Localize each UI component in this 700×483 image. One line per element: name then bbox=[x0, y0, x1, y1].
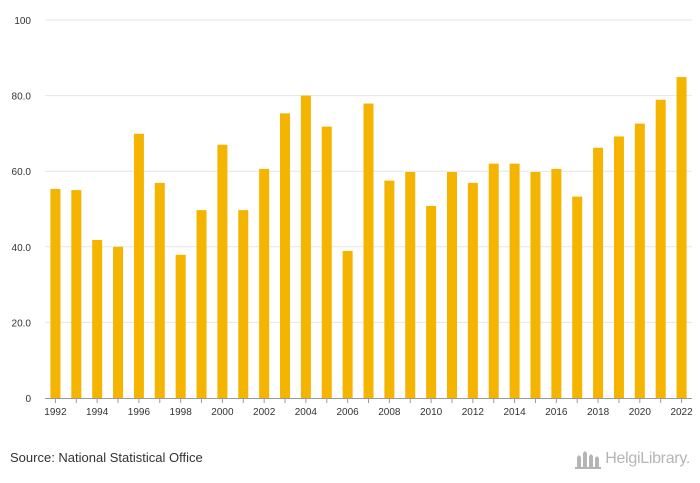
bar bbox=[196, 210, 207, 398]
bar bbox=[426, 205, 437, 398]
bar bbox=[175, 254, 186, 398]
bar bbox=[363, 103, 374, 399]
bar bbox=[71, 190, 82, 398]
bar bbox=[300, 95, 311, 398]
x-tick-label: 1996 bbox=[128, 407, 151, 418]
axes bbox=[45, 398, 692, 403]
bar bbox=[217, 144, 228, 398]
x-tick-label: 2014 bbox=[503, 407, 526, 418]
y-axis-ticks: 0 20.0 40.0 60.0 80.0 100 bbox=[12, 16, 32, 405]
brand-logo[interactable]: HelgiLibrary. bbox=[575, 448, 690, 470]
bar bbox=[92, 239, 103, 398]
bar bbox=[154, 182, 165, 398]
bar bbox=[509, 163, 520, 398]
x-tick-label: 2022 bbox=[670, 407, 693, 418]
x-tick-label: 2004 bbox=[295, 407, 318, 418]
bar-chart: 0 20.0 40.0 60.0 80.0 100 1992 1994 1996 1998 200… bbox=[12, 16, 694, 418]
x-tick-label: 2010 bbox=[420, 407, 443, 418]
x-tick-label: 1994 bbox=[86, 407, 109, 418]
bar bbox=[238, 210, 249, 398]
x-axis-ticks: 1992 1994 1996 1998 2000 2002 2004 2006 2008 2010… bbox=[44, 407, 693, 418]
x-tick-label: 2002 bbox=[253, 407, 276, 418]
bar bbox=[530, 171, 541, 398]
bar bbox=[384, 180, 395, 398]
bar bbox=[613, 136, 624, 398]
bar bbox=[113, 246, 124, 398]
bar bbox=[446, 171, 457, 398]
bar bbox=[488, 163, 499, 398]
y-tick-label: 80.0 bbox=[12, 92, 32, 103]
bar bbox=[655, 99, 666, 399]
x-tick-label: 2018 bbox=[587, 407, 610, 418]
bar bbox=[634, 123, 645, 399]
bar bbox=[676, 77, 687, 398]
brand-name: HelgiLibrary. bbox=[605, 450, 690, 467]
bar bbox=[50, 188, 61, 398]
y-tick-label: 0 bbox=[25, 394, 31, 405]
bar bbox=[280, 113, 291, 398]
bar bbox=[259, 168, 270, 398]
x-tick-label: 1998 bbox=[170, 407, 193, 418]
source-note: Source: National Statistical Office bbox=[10, 450, 203, 465]
bars bbox=[50, 77, 687, 399]
x-tick-label: 2016 bbox=[545, 407, 568, 418]
y-tick-label: 40.0 bbox=[12, 243, 32, 254]
bar bbox=[467, 182, 478, 398]
bar bbox=[405, 171, 416, 398]
bar bbox=[342, 250, 353, 398]
x-tick-label: 2008 bbox=[378, 407, 401, 418]
x-tick-label: 2020 bbox=[629, 407, 652, 418]
bar bbox=[593, 147, 604, 398]
bar bbox=[572, 196, 583, 398]
bar bbox=[321, 126, 332, 398]
y-tick-label: 20.0 bbox=[12, 318, 32, 329]
library-icon bbox=[575, 451, 602, 469]
x-tick-label: 2012 bbox=[462, 407, 485, 418]
y-tick-label: 60.0 bbox=[12, 167, 32, 178]
y-tick-label: 100 bbox=[14, 16, 31, 27]
x-tick-label: 2000 bbox=[211, 407, 234, 418]
bar bbox=[133, 133, 144, 398]
x-tick-label: 1992 bbox=[44, 407, 67, 418]
bar bbox=[551, 168, 562, 398]
x-tick-label: 2006 bbox=[337, 407, 360, 418]
